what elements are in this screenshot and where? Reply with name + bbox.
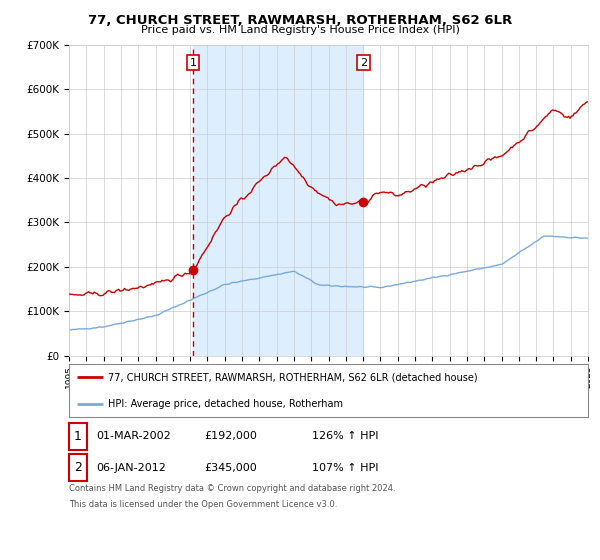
Text: 1: 1 xyxy=(74,430,82,443)
Text: 01-MAR-2002: 01-MAR-2002 xyxy=(96,431,171,441)
Text: 77, CHURCH STREET, RAWMARSH, ROTHERHAM, S62 6LR (detached house): 77, CHURCH STREET, RAWMARSH, ROTHERHAM, … xyxy=(108,372,478,382)
Text: 77, CHURCH STREET, RAWMARSH, ROTHERHAM, S62 6LR: 77, CHURCH STREET, RAWMARSH, ROTHERHAM, … xyxy=(88,14,512,27)
Text: 107% ↑ HPI: 107% ↑ HPI xyxy=(312,463,379,473)
Text: 06-JAN-2012: 06-JAN-2012 xyxy=(96,463,166,473)
Text: Contains HM Land Registry data © Crown copyright and database right 2024.: Contains HM Land Registry data © Crown c… xyxy=(69,484,395,493)
Text: Price paid vs. HM Land Registry's House Price Index (HPI): Price paid vs. HM Land Registry's House … xyxy=(140,25,460,35)
Text: 1: 1 xyxy=(190,58,197,68)
Text: 2: 2 xyxy=(360,58,367,68)
Bar xyxy=(193,45,364,356)
Text: This data is licensed under the Open Government Licence v3.0.: This data is licensed under the Open Gov… xyxy=(69,500,337,508)
Text: HPI: Average price, detached house, Rotherham: HPI: Average price, detached house, Roth… xyxy=(108,399,343,409)
Text: 126% ↑ HPI: 126% ↑ HPI xyxy=(312,431,379,441)
Text: 2: 2 xyxy=(74,461,82,474)
Text: £345,000: £345,000 xyxy=(204,463,257,473)
Text: £192,000: £192,000 xyxy=(204,431,257,441)
